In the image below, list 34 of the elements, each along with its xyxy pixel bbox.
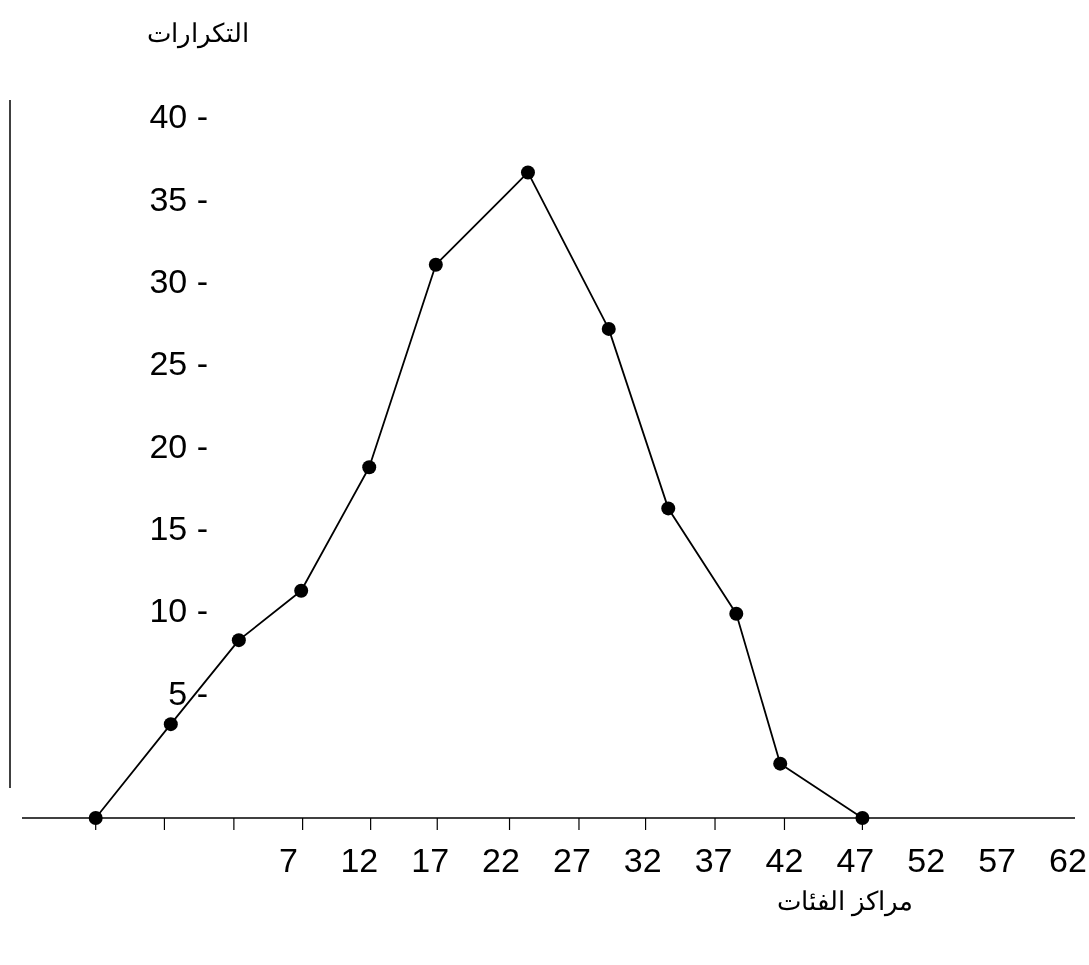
x-tick-label: 37 <box>694 841 733 879</box>
point <box>855 811 870 825</box>
x-tick-label: 47 <box>836 841 875 879</box>
x-tick-label: 7 <box>278 841 298 879</box>
y-tick-label: 30 - <box>149 262 208 301</box>
y-tick-label: 15 - <box>149 509 208 548</box>
x-tick-label: 27 <box>552 841 591 879</box>
x-tick-label: 12 <box>340 841 379 879</box>
x-tick-label: 57 <box>978 841 1016 879</box>
x-tick-label: 52 <box>907 841 946 879</box>
y-tick-label: 35 - <box>149 179 208 218</box>
point <box>294 583 309 598</box>
point <box>601 321 616 336</box>
y-tick-label: 10 - <box>149 591 208 630</box>
x-axis-title: مراكز الفئات <box>776 886 914 917</box>
y-axis-title: التكرارات <box>147 18 249 49</box>
point <box>773 756 788 771</box>
point <box>729 606 744 621</box>
point <box>428 257 443 272</box>
x-tick-label: 32 <box>623 841 662 879</box>
point <box>88 811 103 825</box>
point <box>362 460 377 475</box>
point <box>661 501 676 516</box>
x-tick-label: 22 <box>482 841 520 879</box>
point <box>231 633 246 648</box>
x-tick-label: 62 <box>1049 841 1087 879</box>
point <box>163 717 178 732</box>
x-tick-label: 42 <box>765 841 804 879</box>
y-tick-label: 20 - <box>149 426 208 465</box>
y-tick-label: 25 - <box>149 344 208 383</box>
point <box>520 165 535 180</box>
x-tick-label: 17 <box>411 841 450 879</box>
y-tick-label: 40 - <box>149 97 208 136</box>
y-tick-label: 5 - <box>168 673 208 712</box>
